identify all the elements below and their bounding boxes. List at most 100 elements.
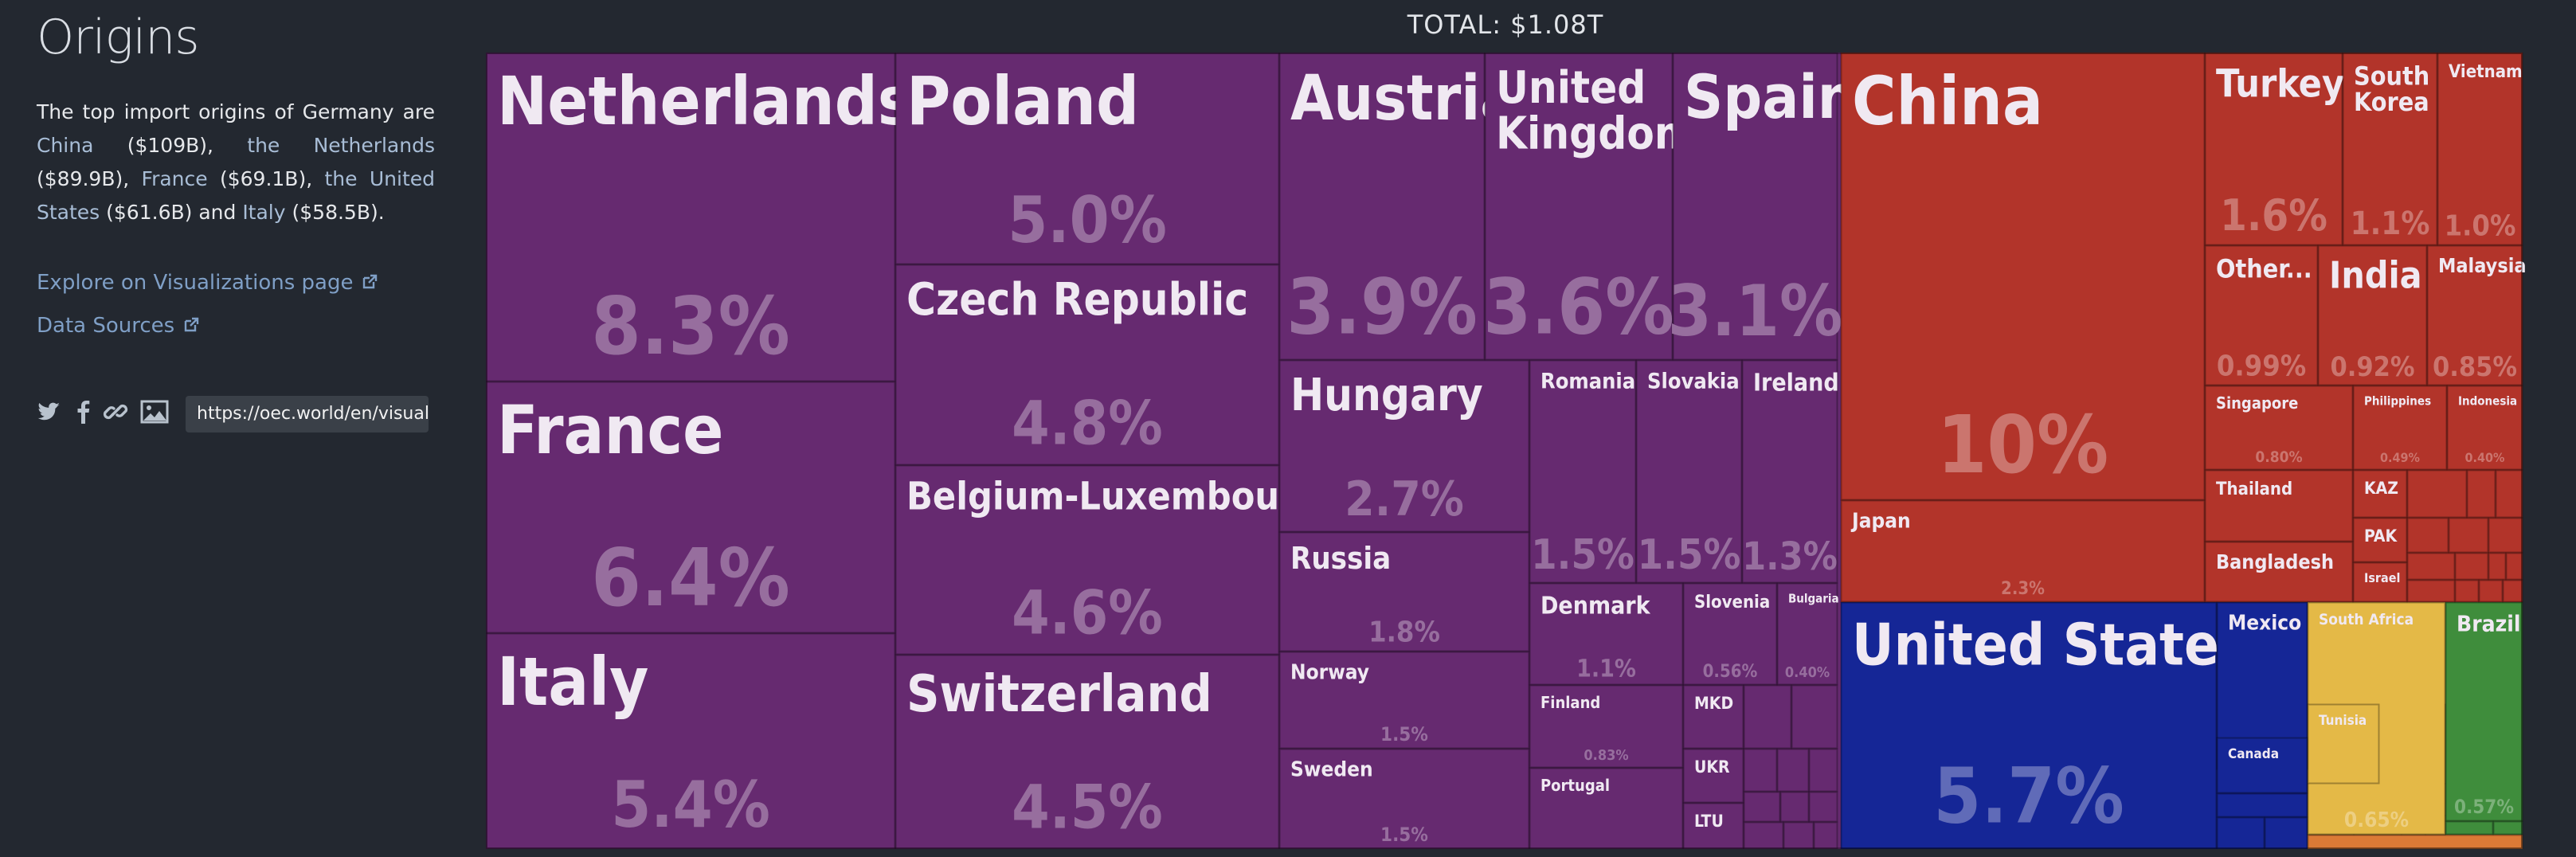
- treemap-tile-portugal[interactable]: [1529, 767, 1684, 849]
- treemap-tile-vietnam[interactable]: [2437, 53, 2523, 246]
- country-link[interactable]: the United States: [37, 167, 435, 224]
- treemap-tile-minor[interactable]: [2264, 816, 2308, 849]
- twitter-icon[interactable]: [35, 398, 62, 425]
- treemap-tile-poland[interactable]: [895, 53, 1280, 265]
- treemap-tile-minor[interactable]: [1791, 684, 1838, 749]
- country-link[interactable]: France: [141, 167, 208, 190]
- treemap-tile-united-kingdom[interactable]: [1484, 53, 1674, 361]
- treemap-tile-minor[interactable]: [2406, 517, 2449, 554]
- treemap-tile-pak[interactable]: [2352, 517, 2408, 563]
- tile-value-vietnam: 1.0%: [2445, 209, 2516, 242]
- tile-value-bulgaria: 0.40%: [1785, 664, 1830, 681]
- treemap-tile-minor[interactable]: [2307, 834, 2523, 849]
- tile-label-finland: Finland: [1541, 693, 1600, 712]
- treemap-tile-switzerland[interactable]: [895, 654, 1280, 849]
- data-sources-link[interactable]: Data Sources: [37, 314, 200, 338]
- treemap-tile-minor[interactable]: [2478, 579, 2504, 603]
- facebook-icon[interactable]: [70, 398, 97, 425]
- treemap-tile-ukr[interactable]: [1682, 748, 1744, 804]
- treemap-tile-other[interactable]: [2204, 245, 2319, 386]
- country-link[interactable]: China: [37, 134, 94, 157]
- treemap-tile-turkey[interactable]: [2204, 53, 2343, 246]
- treemap-tile-minor[interactable]: [2216, 816, 2265, 849]
- treemap-tile-minor[interactable]: [2445, 820, 2494, 835]
- treemap-tile-canada[interactable]: [2216, 737, 2308, 794]
- treemap-tile-spain[interactable]: [1672, 53, 1838, 361]
- treemap-tile-tunisia[interactable]: [2307, 703, 2380, 785]
- treemap-tile-minor[interactable]: [2488, 517, 2523, 554]
- treemap-tile-minor[interactable]: [2448, 517, 2489, 554]
- treemap-tile-minor[interactable]: [2216, 792, 2308, 818]
- treemap-tile-minor[interactable]: [1779, 791, 1810, 823]
- treemap-tile-minor[interactable]: [1808, 791, 1838, 823]
- treemap-tile-bulgaria[interactable]: [1776, 582, 1838, 686]
- treemap-tile-singapore[interactable]: [2204, 385, 2354, 471]
- treemap-tile-minor[interactable]: [1743, 821, 1784, 849]
- treemap-tile-minor[interactable]: [1783, 821, 1815, 849]
- treemap-tile-bangladesh[interactable]: [2204, 541, 2354, 603]
- treemap-tile-denmark[interactable]: [1529, 582, 1684, 686]
- tile-label-denmark: Denmark: [1541, 593, 1651, 620]
- treemap-tile-belgium-luxembourg[interactable]: [895, 464, 1280, 655]
- treemap-tile-brazil[interactable]: [2445, 601, 2523, 822]
- treemap-tile-minor[interactable]: [2406, 552, 2456, 581]
- treemap-tile-china[interactable]: [1840, 53, 2206, 501]
- treemap-tile-romania[interactable]: [1529, 359, 1637, 584]
- treemap-tile-minor[interactable]: [2454, 552, 2489, 581]
- tile-value-malaysia: 0.85%: [2433, 351, 2517, 383]
- treemap-tile-indonesia[interactable]: [2446, 385, 2523, 471]
- treemap-tile-austria[interactable]: [1278, 53, 1486, 361]
- treemap-tile-netherlands[interactable]: [486, 53, 896, 382]
- tile-label-hungary: Hungary: [1290, 370, 1483, 421]
- country-link[interactable]: the Netherlands: [247, 134, 435, 157]
- share-url-field[interactable]: https://oec.world/en/visual: [186, 396, 429, 432]
- treemap-tile-minor[interactable]: [2406, 579, 2456, 603]
- treemap-tile-minor[interactable]: [1808, 748, 1838, 792]
- treemap-tile-kaz[interactable]: [2352, 469, 2408, 519]
- tile-label-thailand: Thailand: [2216, 479, 2292, 499]
- treemap-tile-minor[interactable]: [1813, 821, 1838, 849]
- treemap-tile-united-states[interactable]: [1840, 601, 2218, 849]
- tile-label-brazil: Brazil: [2457, 611, 2521, 637]
- country-link[interactable]: Italy: [242, 201, 286, 224]
- treemap-tile-minor[interactable]: [2492, 820, 2523, 835]
- treemap-tile-minor[interactable]: [2466, 469, 2496, 519]
- treemap-tile-norway[interactable]: [1278, 651, 1530, 749]
- tile-value-hungary: 2.7%: [1345, 472, 1464, 527]
- treemap-tile-malaysia[interactable]: [2426, 245, 2523, 386]
- treemap-tile-thailand[interactable]: [2204, 469, 2354, 542]
- treemap-tile-minor[interactable]: [1743, 684, 1792, 749]
- description-fragment: ($109B),: [93, 134, 248, 157]
- treemap-tile-minor[interactable]: [1743, 791, 1781, 823]
- treemap-tile-russia[interactable]: [1278, 531, 1530, 652]
- image-icon[interactable]: [140, 398, 169, 425]
- treemap-tile-japan[interactable]: [1840, 499, 2206, 603]
- tile-label-south-africa: South Africa: [2319, 611, 2414, 628]
- treemap-tile-minor[interactable]: [1776, 748, 1810, 792]
- treemap-tile-hungary[interactable]: [1278, 359, 1530, 533]
- treemap-tile-slovakia[interactable]: [1635, 359, 1743, 584]
- treemap-tile-france[interactable]: [486, 381, 896, 634]
- treemap-tile-minor[interactable]: [2505, 552, 2523, 581]
- treemap-tile-south-korea[interactable]: [2342, 53, 2438, 246]
- treemap-tile-minor[interactable]: [1743, 748, 1778, 792]
- treemap-tile-minor[interactable]: [2454, 579, 2480, 603]
- treemap-tile-mkd[interactable]: [1682, 684, 1744, 749]
- tile-label-switzerland: Switzerland: [906, 665, 1212, 724]
- treemap-tile-ltu[interactable]: [1682, 802, 1744, 849]
- treemap-tile-italy[interactable]: [486, 632, 896, 849]
- link-icon[interactable]: [102, 398, 129, 425]
- treemap-tile-minor[interactable]: [2488, 552, 2507, 581]
- treemap-tile-sweden[interactable]: [1278, 748, 1530, 849]
- treemap-tile-minor[interactable]: [2495, 469, 2523, 519]
- treemap-tile-minor[interactable]: [2406, 469, 2468, 519]
- treemap-tile-ireland[interactable]: [1741, 359, 1838, 584]
- treemap-tile-minor[interactable]: [2502, 579, 2523, 603]
- explore-link[interactable]: Explore on Visualizations page: [37, 271, 378, 295]
- treemap-tile-india[interactable]: [2317, 245, 2428, 386]
- treemap-tile-israel[interactable]: [2352, 562, 2408, 603]
- treemap-tile-philippines[interactable]: [2352, 385, 2448, 471]
- treemap-tile-slovenia[interactable]: [1682, 582, 1778, 686]
- treemap-tile-czech-republic[interactable]: [895, 264, 1280, 466]
- treemap-tile-finland[interactable]: [1529, 684, 1684, 769]
